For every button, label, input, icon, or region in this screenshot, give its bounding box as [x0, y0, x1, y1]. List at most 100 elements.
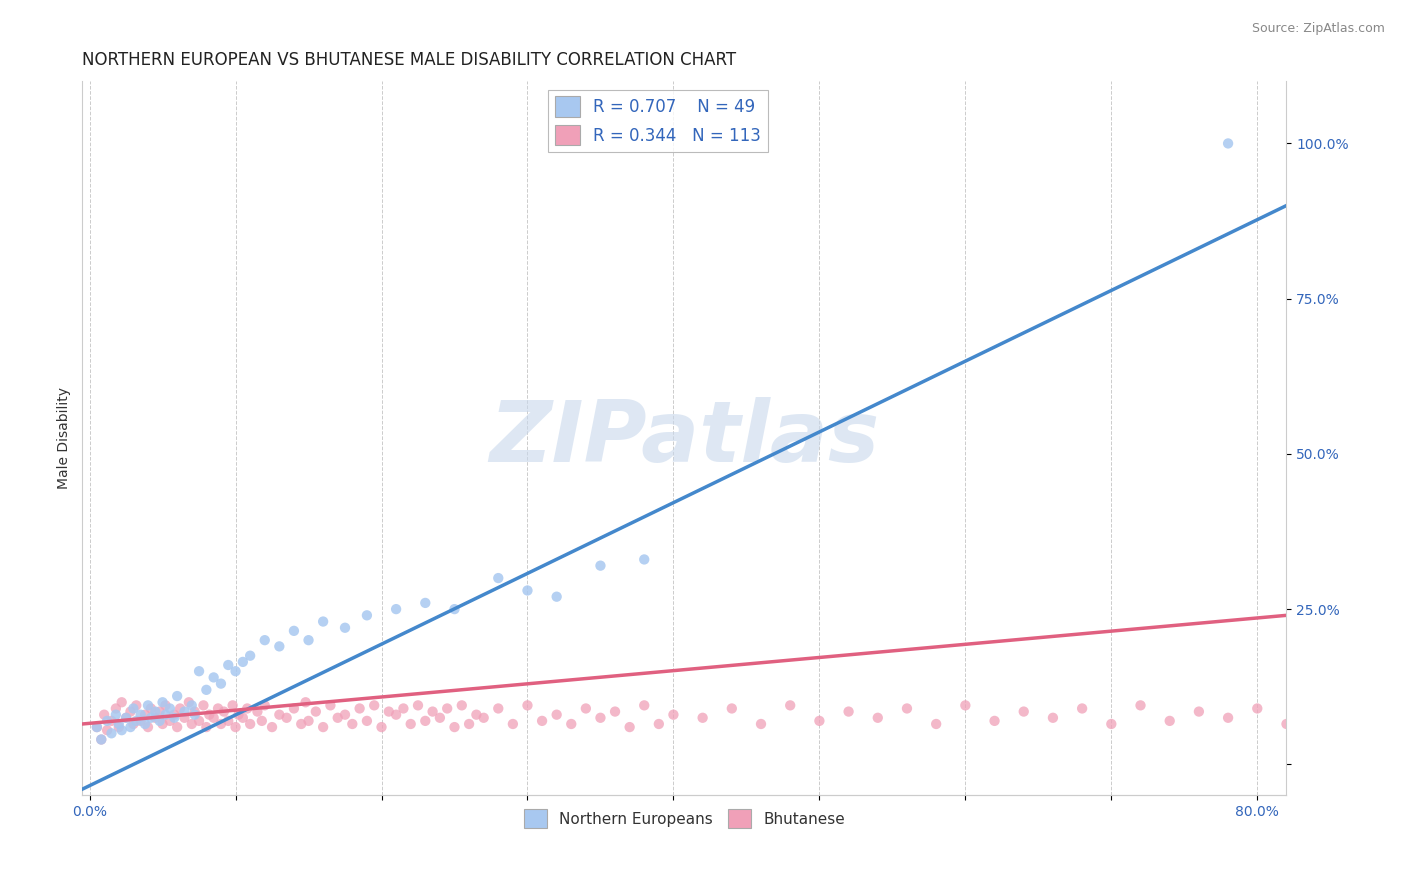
- Point: [236, 701, 259, 715]
- Point: [808, 714, 831, 728]
- Point: [297, 714, 319, 728]
- Point: [183, 707, 205, 722]
- Point: [546, 707, 568, 722]
- Point: [1188, 705, 1211, 719]
- Point: [111, 695, 134, 709]
- Point: [209, 676, 232, 690]
- Point: [465, 707, 488, 722]
- Point: [269, 640, 291, 654]
- Point: [443, 602, 465, 616]
- Point: [90, 732, 112, 747]
- Point: [207, 701, 229, 715]
- Point: [225, 664, 247, 678]
- Point: [120, 720, 142, 734]
- Point: [283, 701, 305, 715]
- Point: [143, 711, 166, 725]
- Point: [169, 701, 191, 715]
- Point: [443, 720, 465, 734]
- Point: [370, 720, 392, 734]
- Text: NORTHERN EUROPEAN VS BHUTANESE MALE DISABILITY CORRELATION CHART: NORTHERN EUROPEAN VS BHUTANESE MALE DISA…: [83, 51, 737, 69]
- Point: [129, 714, 152, 728]
- Point: [177, 695, 200, 709]
- Point: [516, 583, 538, 598]
- Point: [120, 705, 142, 719]
- Point: [1012, 705, 1035, 719]
- Point: [312, 615, 335, 629]
- Point: [305, 705, 328, 719]
- Point: [589, 711, 612, 725]
- Point: [472, 711, 495, 725]
- Point: [221, 698, 243, 713]
- Point: [1216, 711, 1239, 725]
- Point: [212, 705, 235, 719]
- Point: [139, 701, 162, 715]
- Point: [363, 698, 385, 713]
- Point: [633, 698, 655, 713]
- Point: [1129, 698, 1152, 713]
- Point: [198, 707, 221, 722]
- Point: [1216, 136, 1239, 151]
- Point: [342, 717, 364, 731]
- Point: [202, 711, 225, 725]
- Point: [925, 717, 948, 731]
- Point: [136, 698, 159, 713]
- Point: [209, 717, 232, 731]
- Point: [183, 705, 205, 719]
- Point: [96, 723, 118, 738]
- Point: [104, 701, 127, 715]
- Point: [502, 717, 524, 731]
- Point: [188, 714, 211, 728]
- Point: [232, 711, 254, 725]
- Point: [896, 701, 918, 715]
- Point: [603, 705, 626, 719]
- Point: [155, 707, 177, 722]
- Point: [115, 711, 138, 725]
- Legend: Northern Europeans, Bhutanese: Northern Europeans, Bhutanese: [517, 804, 851, 834]
- Point: [136, 720, 159, 734]
- Point: [294, 695, 316, 709]
- Text: Source: ZipAtlas.com: Source: ZipAtlas.com: [1251, 22, 1385, 36]
- Point: [486, 701, 509, 715]
- Point: [406, 698, 429, 713]
- Point: [225, 720, 247, 734]
- Point: [250, 714, 273, 728]
- Point: [392, 701, 415, 715]
- Point: [149, 705, 172, 719]
- Point: [159, 714, 181, 728]
- Point: [260, 720, 283, 734]
- Point: [188, 664, 211, 678]
- Point: [193, 698, 215, 713]
- Point: [180, 698, 202, 713]
- Point: [312, 720, 335, 734]
- Point: [546, 590, 568, 604]
- Point: [1305, 698, 1327, 713]
- Point: [486, 571, 509, 585]
- Point: [290, 717, 312, 731]
- Point: [149, 714, 172, 728]
- Point: [125, 714, 148, 728]
- Point: [195, 720, 218, 734]
- Point: [134, 717, 156, 731]
- Point: [648, 717, 671, 731]
- Point: [143, 705, 166, 719]
- Point: [720, 701, 742, 715]
- Point: [516, 698, 538, 713]
- Point: [276, 711, 298, 725]
- Point: [779, 698, 801, 713]
- Point: [399, 717, 422, 731]
- Point: [163, 707, 186, 722]
- Y-axis label: Male Disability: Male Disability: [58, 387, 72, 490]
- Point: [749, 717, 772, 731]
- Point: [125, 698, 148, 713]
- Point: [122, 701, 145, 715]
- Point: [217, 658, 239, 673]
- Point: [100, 714, 122, 728]
- Point: [96, 714, 118, 728]
- Point: [173, 705, 195, 719]
- Point: [155, 698, 177, 713]
- Point: [228, 707, 250, 722]
- Point: [163, 711, 186, 725]
- Point: [86, 720, 108, 734]
- Point: [122, 717, 145, 731]
- Point: [983, 714, 1005, 728]
